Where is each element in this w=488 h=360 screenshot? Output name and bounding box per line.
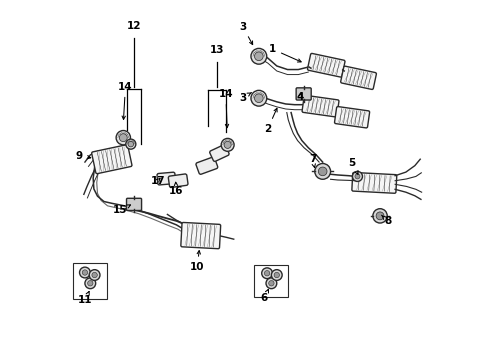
Circle shape — [352, 171, 362, 181]
Circle shape — [80, 267, 90, 278]
Text: 5: 5 — [348, 158, 357, 174]
Circle shape — [254, 94, 263, 103]
Circle shape — [268, 280, 274, 286]
Circle shape — [264, 271, 269, 276]
Circle shape — [274, 273, 279, 278]
Text: 2: 2 — [264, 108, 277, 134]
FancyBboxPatch shape — [181, 222, 220, 249]
Text: 3: 3 — [239, 93, 251, 103]
Circle shape — [92, 273, 97, 278]
Circle shape — [250, 48, 266, 64]
Circle shape — [254, 52, 263, 60]
Circle shape — [265, 278, 276, 289]
Text: 7: 7 — [308, 154, 316, 167]
Text: 14: 14 — [118, 82, 132, 120]
Circle shape — [87, 280, 93, 286]
FancyBboxPatch shape — [126, 198, 142, 211]
Circle shape — [250, 90, 266, 106]
FancyBboxPatch shape — [209, 145, 229, 161]
Text: 11: 11 — [78, 292, 92, 305]
Circle shape — [89, 270, 100, 280]
FancyBboxPatch shape — [302, 95, 338, 117]
Text: 9: 9 — [75, 150, 91, 161]
Circle shape — [116, 131, 130, 145]
Text: 3: 3 — [239, 22, 252, 45]
Text: 16: 16 — [169, 182, 183, 196]
Text: 14: 14 — [218, 89, 233, 128]
Circle shape — [128, 141, 133, 147]
Circle shape — [318, 167, 326, 176]
Circle shape — [261, 268, 272, 279]
Text: 4: 4 — [296, 92, 304, 102]
FancyBboxPatch shape — [196, 157, 217, 174]
Circle shape — [354, 174, 359, 179]
Circle shape — [82, 270, 87, 275]
Circle shape — [221, 138, 234, 151]
FancyBboxPatch shape — [334, 107, 369, 128]
Text: 10: 10 — [189, 251, 204, 272]
Circle shape — [125, 139, 136, 149]
FancyBboxPatch shape — [340, 66, 376, 89]
Text: 15: 15 — [112, 205, 130, 216]
Bar — [72, 263, 106, 299]
Text: 12: 12 — [126, 21, 141, 31]
FancyBboxPatch shape — [91, 145, 132, 174]
Circle shape — [375, 212, 383, 220]
Circle shape — [314, 163, 330, 179]
FancyBboxPatch shape — [307, 53, 345, 77]
Text: 1: 1 — [268, 44, 301, 62]
Circle shape — [372, 209, 386, 223]
Text: 17: 17 — [150, 176, 164, 186]
Circle shape — [224, 141, 231, 148]
Circle shape — [85, 278, 96, 289]
FancyBboxPatch shape — [157, 172, 175, 185]
FancyBboxPatch shape — [296, 88, 310, 100]
Text: 6: 6 — [260, 289, 268, 303]
Circle shape — [271, 270, 282, 280]
Text: 8: 8 — [381, 215, 391, 226]
FancyBboxPatch shape — [351, 172, 396, 193]
FancyBboxPatch shape — [168, 174, 187, 188]
Text: 13: 13 — [209, 45, 224, 55]
Circle shape — [119, 134, 127, 141]
Bar — [254, 265, 288, 297]
